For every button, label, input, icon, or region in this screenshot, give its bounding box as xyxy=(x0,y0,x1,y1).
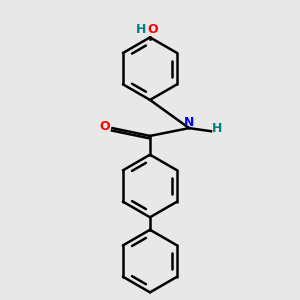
Text: H: H xyxy=(135,23,146,36)
Text: O: O xyxy=(148,23,158,36)
Text: O: O xyxy=(99,120,110,133)
Text: H: H xyxy=(212,122,222,135)
Text: N: N xyxy=(184,116,194,129)
